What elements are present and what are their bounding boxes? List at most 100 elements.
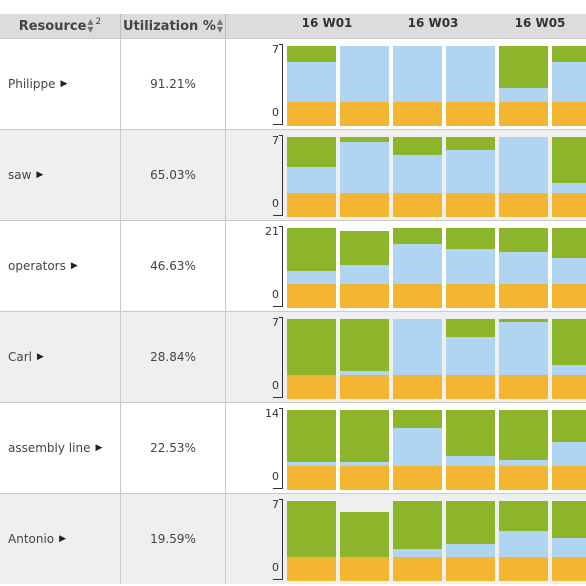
week-bar[interactable]: [287, 46, 336, 126]
y-axis-tick: [279, 499, 283, 500]
week-bar[interactable]: [393, 46, 442, 126]
expand-caret-icon[interactable]: ▶: [95, 443, 103, 453]
bar-segment-setup: [552, 193, 586, 217]
week-bar[interactable]: [552, 319, 586, 399]
table-row: saw ▶ 65.03% 7 0: [0, 129, 586, 220]
resource-cell[interactable]: Carl ▶: [0, 312, 121, 402]
week-bar[interactable]: [340, 501, 389, 581]
y-axis-max-label: 14: [265, 407, 279, 420]
resource-name[interactable]: Carl: [8, 350, 32, 364]
y-axis-line: [282, 44, 283, 124]
week-bar[interactable]: [552, 501, 586, 581]
expand-caret-icon[interactable]: ▶: [37, 352, 44, 362]
bar-segment-setup: [340, 102, 389, 126]
week-bar[interactable]: [446, 410, 495, 490]
week-bar[interactable]: [552, 410, 586, 490]
week-bar[interactable]: [287, 410, 336, 490]
week-bar[interactable]: [287, 137, 336, 217]
expand-caret-icon[interactable]: ▶: [36, 170, 44, 180]
utilization-value: 22.53%: [121, 403, 226, 493]
y-axis-min-label: 0: [272, 561, 279, 574]
week-bar[interactable]: [446, 46, 495, 126]
week-label: 16 W01: [301, 16, 353, 30]
bar-segment-setup: [446, 375, 495, 399]
resource-cell[interactable]: saw ▶: [0, 130, 121, 220]
bar-segment-setup: [499, 557, 548, 581]
bar-segment-setup: [340, 375, 389, 399]
week-bar[interactable]: [446, 228, 495, 308]
y-axis-max-label: 7: [272, 134, 279, 147]
week-bar[interactable]: [499, 501, 548, 581]
week-bar[interactable]: [499, 319, 548, 399]
week-bar[interactable]: [340, 410, 389, 490]
resource-name[interactable]: assembly line: [8, 441, 91, 455]
bar-segment-load: [499, 322, 548, 375]
y-axis-max-label: 7: [272, 498, 279, 511]
bar-segment-load: [552, 365, 586, 375]
week-bar[interactable]: [340, 319, 389, 399]
week-bar[interactable]: [446, 137, 495, 217]
resource-name[interactable]: Antonio: [8, 532, 55, 546]
resource-column-header[interactable]: Resource ▲ ▼ 2: [0, 14, 121, 38]
bar-segment-free: [552, 137, 586, 183]
bar-segment-free: [446, 137, 495, 150]
week-bar[interactable]: [340, 228, 389, 308]
week-bar[interactable]: [499, 410, 548, 490]
week-bar[interactable]: [393, 137, 442, 217]
bar-segment-setup: [499, 375, 548, 399]
week-bar[interactable]: [499, 137, 548, 217]
week-bar[interactable]: [446, 501, 495, 581]
bar-segment-setup: [499, 193, 548, 217]
bar-segment-load: [393, 155, 442, 193]
table-row: Carl ▶ 28.84% 7 0: [0, 311, 586, 402]
week-bar[interactable]: [446, 319, 495, 399]
utilization-column-header[interactable]: Utilization % ▲ ▼: [121, 14, 226, 38]
week-bar[interactable]: [393, 228, 442, 308]
y-axis-max-label: 7: [272, 43, 279, 56]
bar-segment-setup: [340, 557, 389, 581]
resource-cell[interactable]: assembly line ▶: [0, 403, 121, 493]
bar-segment-load: [393, 428, 442, 466]
week-bar[interactable]: [499, 46, 548, 126]
bar-segment-setup: [446, 284, 495, 308]
resource-name[interactable]: operators: [8, 259, 66, 273]
week-bar[interactable]: [393, 319, 442, 399]
bar-segment-free: [340, 410, 389, 462]
week-bar[interactable]: [287, 319, 336, 399]
bar-segment-free: [393, 137, 442, 155]
bar-segment-free: [287, 319, 336, 375]
expand-caret-icon[interactable]: ▶: [70, 261, 78, 271]
y-axis-tick: [279, 226, 283, 227]
resource-name[interactable]: saw: [8, 168, 32, 182]
week-bar[interactable]: [499, 228, 548, 308]
week-bar[interactable]: [393, 501, 442, 581]
bar-segment-load: [552, 183, 586, 193]
bar-segment-load: [393, 319, 442, 375]
y-axis-tick: [279, 44, 283, 45]
week-bar[interactable]: [340, 46, 389, 126]
utilization-header-label: Utilization %: [122, 18, 216, 34]
week-bar[interactable]: [552, 228, 586, 308]
timeline-header: [226, 14, 586, 38]
bar-segment-load: [499, 460, 548, 466]
resource-cell[interactable]: operators ▶: [0, 221, 121, 311]
week-bar[interactable]: [393, 410, 442, 490]
resource-cell[interactable]: Philippe ▶: [0, 39, 121, 129]
bar-segment-setup: [446, 466, 495, 490]
bar-segment-setup: [287, 557, 336, 581]
utilization-chart: 21 0: [226, 221, 586, 311]
resource-cell[interactable]: Antonio ▶: [0, 494, 121, 584]
week-bar[interactable]: [287, 228, 336, 308]
week-bar[interactable]: [552, 137, 586, 217]
y-axis-min-label: 0: [272, 379, 279, 392]
week-bar[interactable]: [340, 137, 389, 217]
table-row: Antonio ▶ 19.59% 7 0: [0, 493, 586, 584]
expand-caret-icon[interactable]: ▶: [59, 534, 67, 544]
resource-name[interactable]: Philippe: [8, 77, 56, 91]
y-axis-tick: [273, 215, 283, 216]
week-bar[interactable]: [287, 501, 336, 581]
bar-segment-load: [340, 265, 389, 284]
week-bar[interactable]: [552, 46, 586, 126]
expand-caret-icon[interactable]: ▶: [60, 79, 68, 89]
